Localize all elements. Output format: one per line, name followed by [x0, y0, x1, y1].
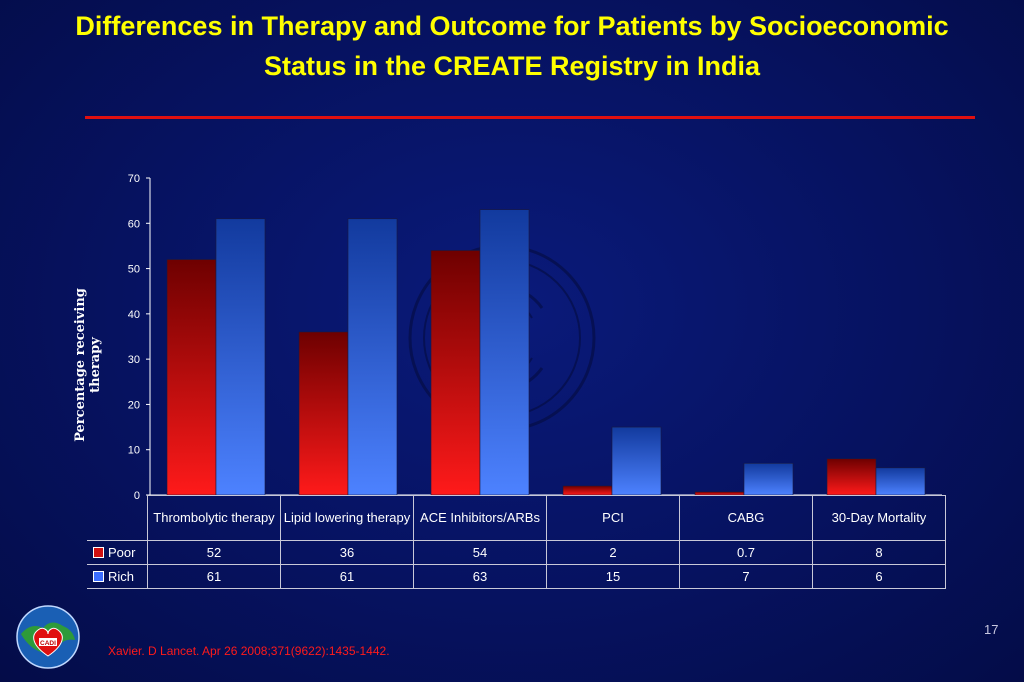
table-cell: 15 [546, 564, 680, 589]
column-header-thrombolytic: Thrombolytic therapy [147, 495, 281, 541]
legend-entry-rich: Rich [87, 564, 148, 589]
column-header-mortality: 30-Day Mortality [812, 495, 946, 541]
slide-title: Differences in Therapy and Outcome for P… [75, 11, 949, 81]
y-tick-label: 20 [128, 399, 140, 411]
table-corner [87, 495, 148, 541]
logo-text: CADI [40, 640, 56, 647]
table-cell: 61 [280, 564, 414, 589]
table-cell: 2 [546, 540, 680, 565]
legend-entry-poor: Poor [87, 540, 148, 565]
bar-rich-2 [479, 209, 530, 496]
bar-poor-5 [826, 458, 877, 496]
legend-swatch-poor [93, 547, 104, 558]
table-cell: 7 [679, 564, 813, 589]
legend-label-poor: Poor [108, 545, 136, 560]
column-header-ace: ACE Inhibitors/ARBs [413, 495, 547, 541]
table-cell: 8 [812, 540, 946, 565]
data-table: Thrombolytic therapy Lipid lowering ther… [87, 495, 946, 589]
table-cell: 54 [413, 540, 547, 565]
y-tick-label: 10 [128, 445, 140, 457]
table-cell: 61 [147, 564, 281, 589]
bar-rich-5 [875, 467, 926, 496]
bar-poor-0 [166, 259, 217, 496]
bar-poor-1 [298, 331, 349, 496]
table-header-row: Thrombolytic therapy Lipid lowering ther… [87, 495, 946, 541]
table-cell: 36 [280, 540, 414, 565]
bar-rich-0 [215, 218, 266, 496]
table-row-rich: Rich 61 61 63 15 7 6 [87, 564, 946, 589]
title-underline [85, 116, 975, 119]
citation: Xavier. D Lancet. Apr 26 2008;371(9622):… [108, 644, 390, 658]
legend-label-rich: Rich [108, 569, 135, 584]
bar-rich-4 [743, 462, 794, 496]
column-header-pci: PCI [546, 495, 680, 541]
bars [166, 209, 926, 496]
page-number: 17 [984, 622, 999, 637]
table-cell: 0.7 [679, 540, 813, 565]
y-tick-label: 30 [128, 354, 140, 366]
column-header-lipid: Lipid lowering therapy [280, 495, 414, 541]
bar-rich-3 [611, 426, 662, 496]
y-tick-label: 50 [128, 264, 140, 276]
table-row-poor: Poor 52 36 54 2 0.7 8 [87, 540, 946, 565]
y-tick-label: 70 [128, 173, 140, 185]
bar-poor-2 [430, 250, 481, 496]
table-cell: 52 [147, 540, 281, 565]
bar-rich-1 [347, 218, 398, 496]
bar-poor-3 [562, 485, 613, 496]
legend-swatch-rich [93, 571, 104, 582]
table-cell: 6 [812, 564, 946, 589]
column-header-cabg: CABG [679, 495, 813, 541]
y-tick-label: 40 [128, 309, 140, 321]
y-tick-label: 60 [128, 218, 140, 230]
table-cell: 63 [413, 564, 547, 589]
cadi-logo-icon: CADI [16, 605, 80, 669]
